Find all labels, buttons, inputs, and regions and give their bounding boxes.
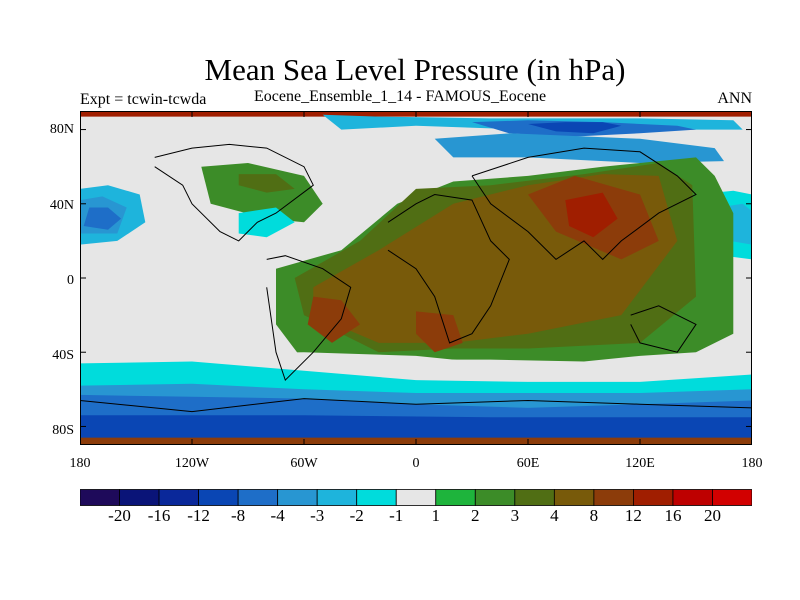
coastline-asia bbox=[471, 147, 697, 261]
colorbar-swatch bbox=[237, 489, 279, 506]
colorbar-label: 16 bbox=[664, 506, 682, 525]
lon-tick-label: 180 bbox=[69, 456, 91, 471]
pressure-region-np-low-4 bbox=[83, 207, 122, 230]
colorbar-label: -1 bbox=[389, 506, 404, 525]
colorbar-swatch bbox=[80, 489, 120, 506]
colorbar-label: -12 bbox=[187, 506, 210, 525]
colorbar-swatch bbox=[119, 489, 160, 506]
colorbar-label: 12 bbox=[624, 506, 642, 525]
lon-tick-label: 180 bbox=[741, 456, 763, 471]
lat-tick-label: 40N bbox=[49, 198, 74, 213]
colorbar-label: -20 bbox=[108, 506, 131, 525]
lat-tick-label: 40S bbox=[52, 348, 74, 363]
lon-tick-label: 60E bbox=[516, 456, 540, 471]
colorbar bbox=[80, 489, 752, 506]
lon-tick-label: 60W bbox=[290, 456, 318, 471]
coastline-antarctica bbox=[80, 398, 752, 413]
pressure-region-continent-high-7 bbox=[565, 192, 618, 238]
chart-title: Mean Sea Level Pressure (in hPa) bbox=[204, 52, 626, 87]
season-label: ANN bbox=[717, 90, 752, 107]
colorbar-label: -16 bbox=[147, 506, 171, 525]
lat-tick-label: 80S bbox=[52, 423, 74, 438]
pressure-map bbox=[80, 111, 752, 445]
pressure-region-north-band-3 bbox=[528, 122, 622, 134]
colorbar-label: 8 bbox=[589, 506, 599, 525]
lon-tick-label: 120E bbox=[625, 456, 655, 471]
pressure-region-na-low bbox=[238, 207, 295, 238]
colorbar-swatch bbox=[593, 489, 634, 506]
colorbar-swatch bbox=[395, 489, 437, 506]
pressure-region-na-high-1 bbox=[201, 163, 323, 223]
colorbar-label: 4 bbox=[550, 506, 559, 525]
ensemble-label: Eocene_Ensemble_1_14 - FAMOUS_Eocene bbox=[254, 88, 547, 105]
colorbar-label: -8 bbox=[231, 506, 246, 525]
lat-tick-label: 80N bbox=[49, 122, 74, 137]
experiment-label: Expt = tcwin-tcwda bbox=[80, 91, 207, 108]
lon-tick-label: 0 bbox=[412, 456, 420, 471]
colorbar-swatch bbox=[277, 489, 318, 506]
colorbar-swatch bbox=[712, 489, 752, 506]
lat-tick-label: 0 bbox=[67, 273, 74, 288]
colorbar-swatch bbox=[356, 489, 397, 506]
colorbar-swatch bbox=[553, 489, 595, 506]
coastline-north-america bbox=[154, 143, 314, 242]
colorbar-swatch bbox=[316, 489, 358, 506]
pressure-region-na-high-2 bbox=[238, 174, 295, 193]
colorbar-label: 20 bbox=[703, 506, 721, 525]
lon-tick-label: 120W bbox=[174, 456, 210, 471]
colorbar-label: 1 bbox=[431, 506, 441, 525]
coastline-australia-antarctica bbox=[630, 305, 697, 353]
colorbar-label: 3 bbox=[510, 506, 520, 525]
colorbar-swatch bbox=[198, 489, 239, 506]
colorbar-swatch bbox=[672, 489, 713, 506]
coastline-africa-europe bbox=[387, 193, 510, 344]
colorbar-swatch bbox=[158, 489, 199, 506]
colorbar-label: -4 bbox=[270, 506, 285, 525]
colorbar-swatch bbox=[474, 489, 516, 506]
colorbar-label: -3 bbox=[310, 506, 325, 525]
colorbar-swatch bbox=[633, 489, 674, 506]
coastline-south-america bbox=[266, 255, 352, 382]
colorbar-swatch bbox=[435, 489, 476, 506]
colorbar-swatch bbox=[514, 489, 555, 506]
pressure-region-continent-high-5 bbox=[307, 296, 360, 343]
pressure-region-so-band-5 bbox=[80, 415, 752, 445]
colorbar-label: 2 bbox=[471, 506, 480, 525]
colorbar-label: -2 bbox=[349, 506, 364, 525]
pressure-region-siberia-low bbox=[434, 133, 724, 163]
